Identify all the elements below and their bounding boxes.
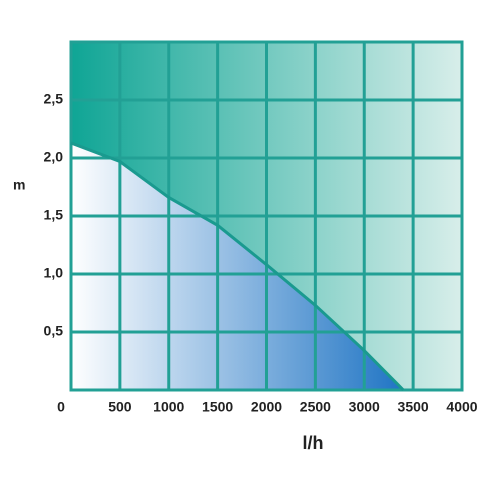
plot-border [69, 40, 464, 392]
x-tick-label: 4000 [446, 399, 477, 415]
x-tick-label: 1000 [153, 399, 184, 415]
y-tick-label: 0,5 [44, 323, 64, 339]
y-tick-label: 2,5 [44, 91, 64, 107]
x-tick-label: 2000 [251, 399, 282, 415]
x-tick-label: 3000 [349, 399, 380, 415]
curve [70, 141, 405, 392]
x-tick-label: 1500 [202, 399, 233, 415]
x-axis-label: l/h [303, 433, 324, 453]
y-tick-label: 1,0 [44, 265, 64, 281]
x-tick-label: 0 [57, 399, 65, 415]
y-tick-label: 1,5 [44, 207, 64, 223]
y-tick-label: 2,0 [44, 149, 64, 165]
x-tick-label: 3500 [398, 399, 429, 415]
x-tick-label: 500 [108, 399, 132, 415]
lower-area [71, 142, 404, 390]
y-axis-label: m [13, 177, 25, 193]
x-tick-label: 2500 [300, 399, 331, 415]
